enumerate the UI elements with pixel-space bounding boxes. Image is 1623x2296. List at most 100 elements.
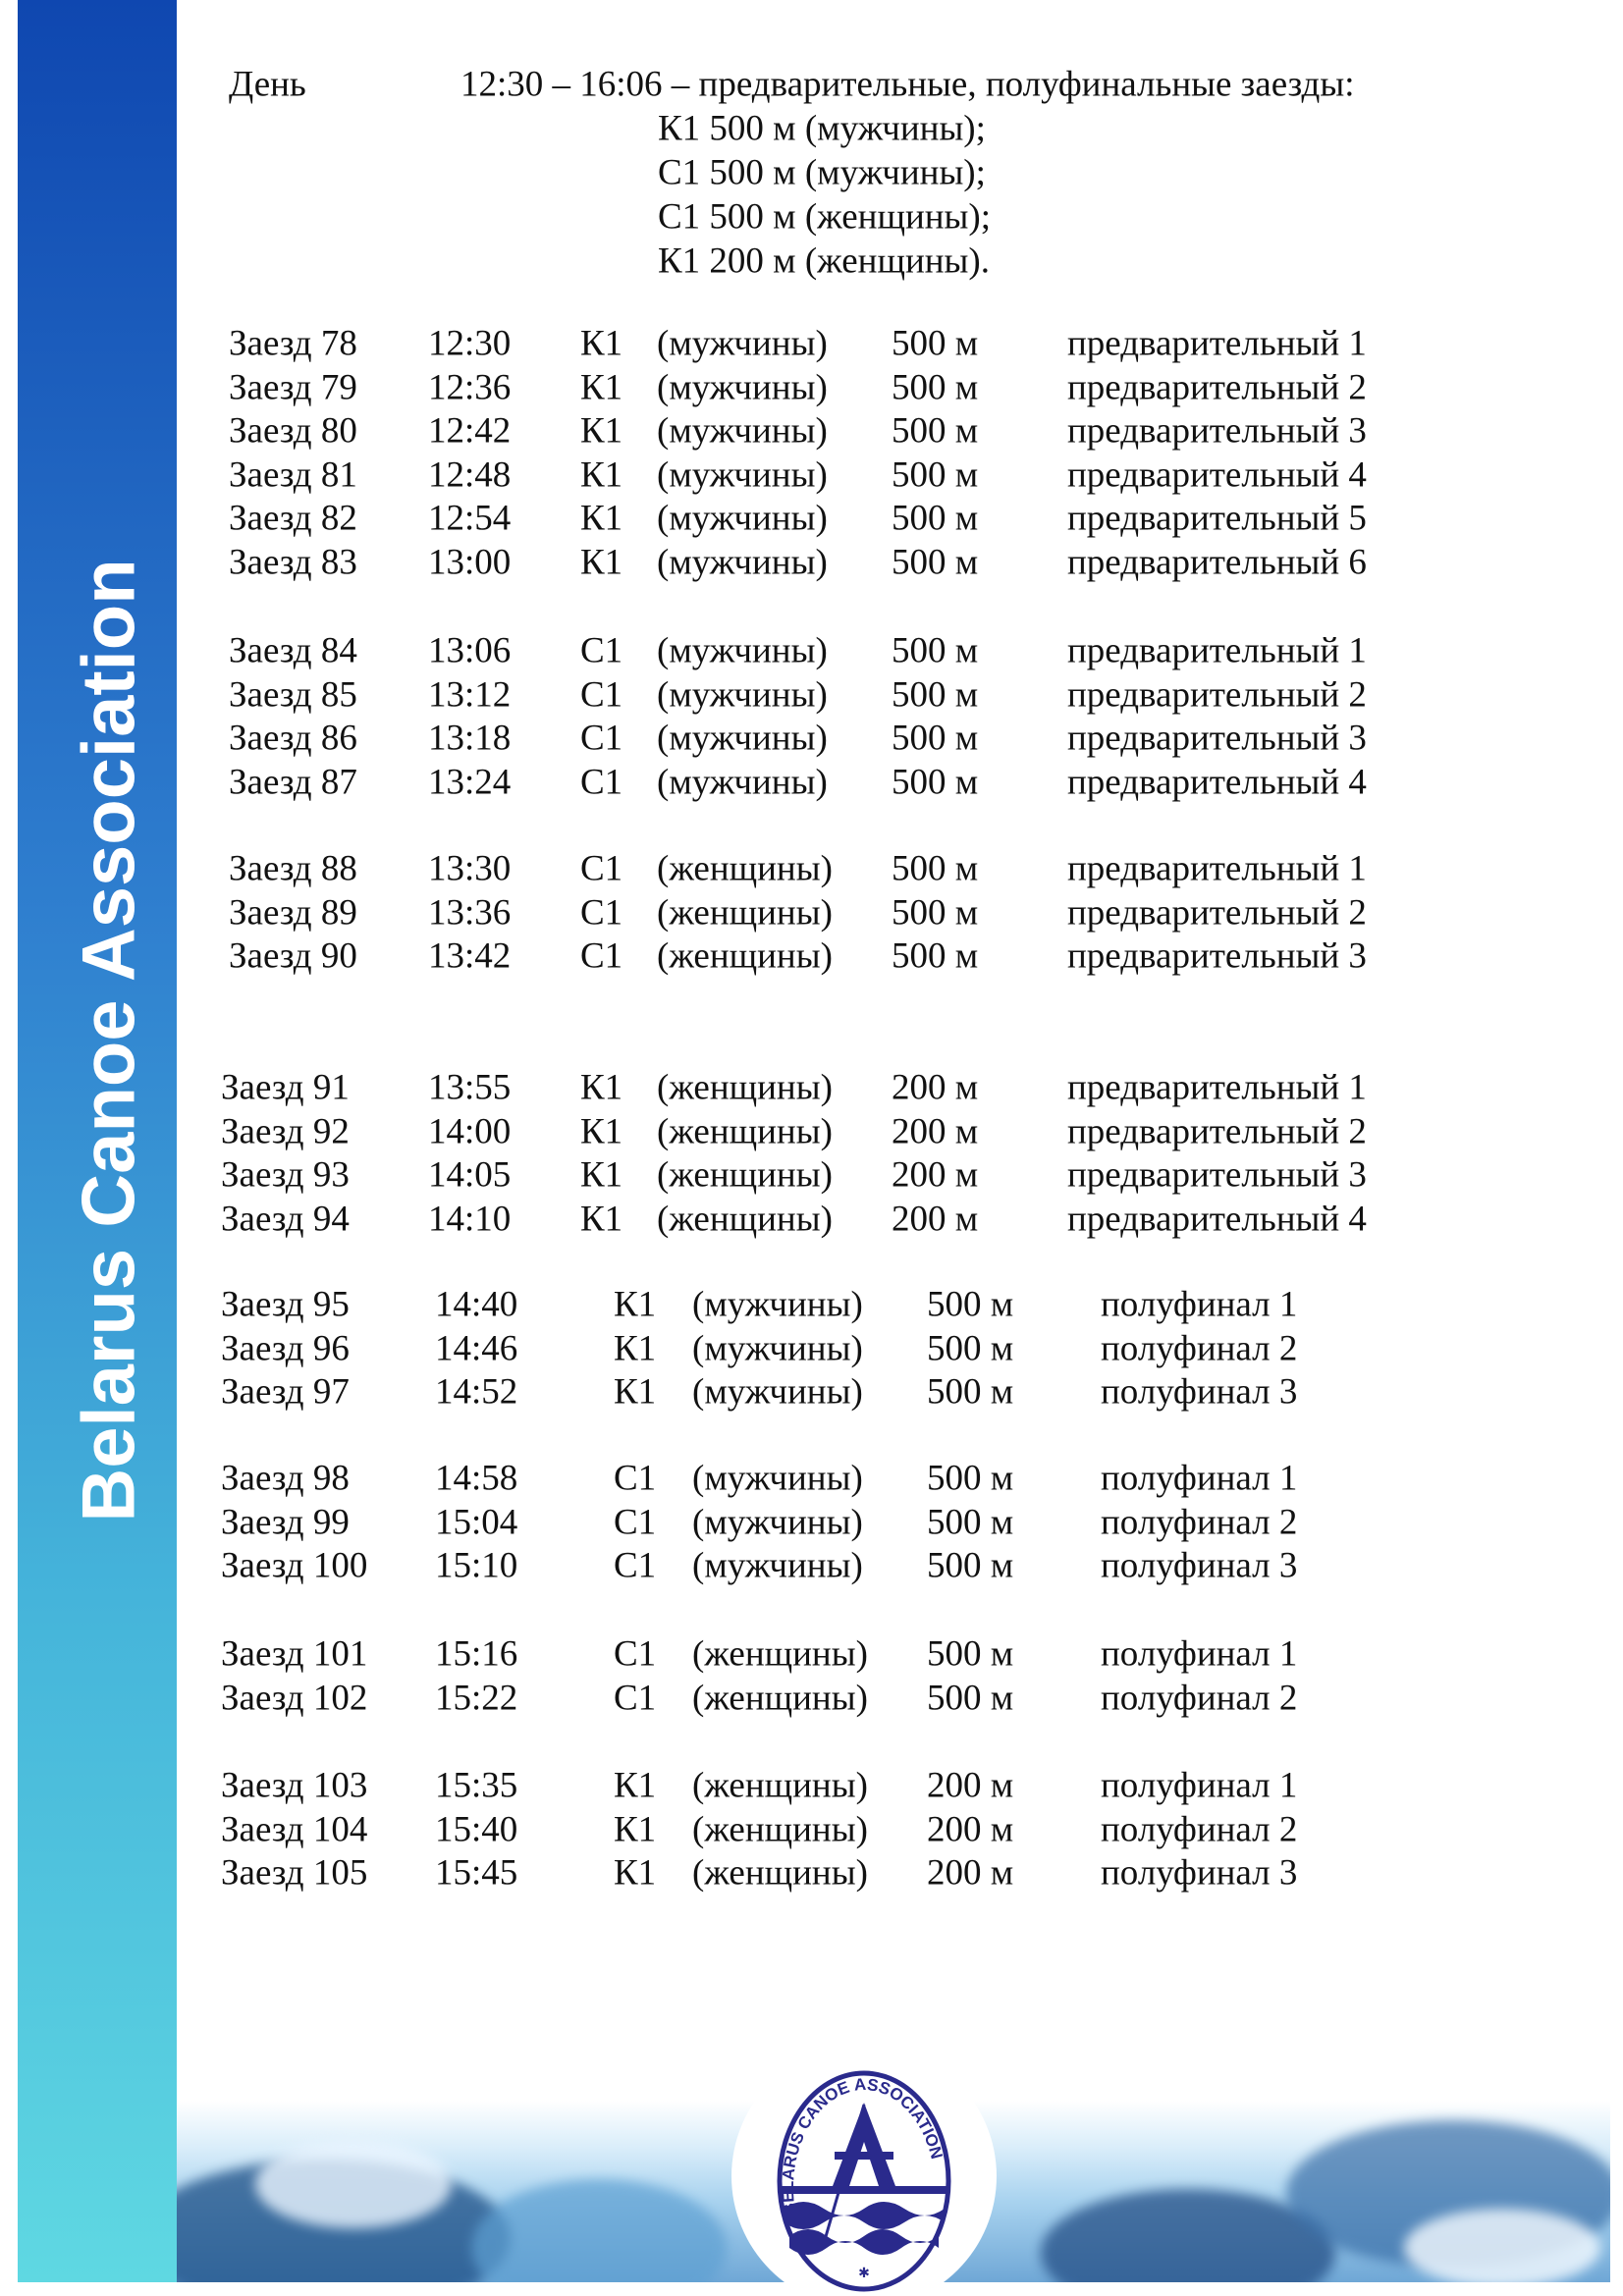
heat-gender: (мужчины) [657, 762, 828, 802]
heat-gender: (женщины) [657, 848, 833, 889]
heat-distance: 500 м [892, 762, 979, 802]
heat-gender: (женщины) [692, 1852, 868, 1894]
heat-distance: 500 м [927, 1284, 1014, 1325]
heat-distance: 500 м [927, 1633, 1014, 1675]
heat-boat: К1 [614, 1809, 657, 1849]
heat-stage: предварительный 6 [1067, 542, 1367, 582]
heat-boat: С1 [614, 1633, 657, 1675]
heat-gender: (мужчины) [657, 542, 828, 582]
heat-time: 13:36 [428, 892, 512, 933]
heat-heat: Заезд 84 [229, 630, 357, 671]
heat-distance: 200 м [892, 1154, 979, 1196]
header-event: С1 500 м (мужчины); [658, 152, 986, 193]
heat-gender: (мужчины) [657, 410, 828, 452]
heat-time: 15:16 [435, 1633, 518, 1675]
heat-heat: Заезд 89 [229, 892, 357, 933]
heat-boat: К1 [614, 1765, 657, 1806]
heat-time: 12:36 [428, 367, 512, 407]
heat-distance: 500 м [892, 718, 979, 759]
heat-boat: К1 [580, 323, 623, 364]
heat-distance: 500 м [892, 323, 979, 364]
heat-time: 13:00 [428, 542, 512, 582]
belarus-canoe-association-logo: BELARUS CANOE ASSOCIATION ✱ [731, 2044, 997, 2296]
heat-stage: предварительный 3 [1067, 410, 1367, 452]
sidebar-banner: Belarus Canoe Association [18, 0, 177, 2282]
heat-boat: К1 [580, 367, 623, 407]
heat-stage: предварительный 4 [1067, 762, 1367, 802]
heat-gender: (женщины) [692, 1633, 868, 1675]
heat-distance: 500 м [892, 935, 979, 977]
heat-gender: (мужчины) [657, 498, 828, 539]
heat-time: 14:46 [435, 1328, 518, 1368]
heat-boat: К1 [614, 1852, 657, 1894]
heat-boat: С1 [580, 674, 623, 715]
heat-stage: предварительный 1 [1067, 323, 1367, 364]
heat-boat: К1 [580, 1154, 623, 1196]
heat-distance: 200 м [927, 1809, 1014, 1849]
heat-distance: 200 м [927, 1765, 1014, 1806]
heat-gender: (мужчины) [692, 1328, 863, 1368]
heat-heat: Заезд 81 [229, 454, 357, 495]
svg-text:✱: ✱ [858, 2267, 870, 2281]
heat-heat: Заезд 96 [221, 1328, 350, 1368]
header-event: К1 500 м (мужчины); [658, 108, 986, 149]
heat-heat: Заезд 95 [221, 1284, 350, 1325]
heat-heat: Заезд 80 [229, 410, 357, 452]
heat-time: 15:35 [435, 1765, 518, 1806]
heat-time: 13:30 [428, 848, 512, 889]
heat-gender: (мужчины) [692, 1458, 863, 1499]
heat-time: 14:52 [435, 1371, 518, 1413]
heat-gender: (мужчины) [692, 1371, 863, 1413]
heat-boat: С1 [614, 1502, 657, 1542]
heat-time: 14:40 [435, 1284, 518, 1325]
heat-boat: К1 [580, 410, 623, 452]
heat-boat: С1 [580, 762, 623, 802]
heat-distance: 200 м [892, 1111, 979, 1151]
heat-distance: 500 м [927, 1458, 1014, 1499]
heat-heat: Заезд 82 [229, 498, 357, 539]
heat-gender: (женщины) [657, 935, 833, 977]
heat-stage: предварительный 2 [1067, 892, 1367, 933]
heat-distance: 500 м [892, 630, 979, 671]
heat-gender: (мужчины) [657, 718, 828, 759]
heat-stage: полуфинал 1 [1101, 1458, 1298, 1499]
heat-stage: предварительный 5 [1067, 498, 1367, 539]
heat-boat: С1 [580, 630, 623, 671]
heat-time: 12:30 [428, 323, 512, 364]
heat-gender: (мужчины) [692, 1502, 863, 1542]
heat-boat: К1 [580, 1111, 623, 1151]
heat-gender: (мужчины) [657, 454, 828, 495]
heat-boat: К1 [580, 1199, 623, 1239]
heat-gender: (женщины) [657, 1111, 833, 1151]
day-label: День [229, 64, 306, 105]
heat-time: 14:58 [435, 1458, 518, 1499]
heat-stage: предварительный 1 [1067, 1067, 1367, 1108]
heat-heat: Заезд 88 [229, 848, 357, 889]
heat-stage: предварительный 2 [1067, 1111, 1367, 1151]
heat-boat: С1 [614, 1678, 657, 1718]
heat-distance: 500 м [927, 1502, 1014, 1542]
heat-distance: 500 м [892, 410, 979, 452]
heat-heat: Заезд 98 [221, 1458, 350, 1499]
heat-time: 13:55 [428, 1067, 512, 1108]
heat-boat: К1 [580, 1067, 623, 1108]
heat-gender: (мужчины) [692, 1545, 863, 1586]
heat-distance: 500 м [927, 1545, 1014, 1586]
heat-gender: (женщины) [657, 1199, 833, 1239]
heat-distance: 200 м [892, 1067, 979, 1108]
heat-stage: предварительный 1 [1067, 848, 1367, 889]
heat-heat: Заезд 93 [221, 1154, 350, 1196]
heat-heat: Заезд 78 [229, 323, 357, 364]
heat-stage: полуфинал 1 [1101, 1633, 1298, 1675]
heat-stage: предварительный 2 [1067, 367, 1367, 407]
heat-time: 14:05 [428, 1154, 512, 1196]
heat-distance: 200 м [892, 1199, 979, 1239]
heat-boat: С1 [580, 848, 623, 889]
heat-stage: предварительный 3 [1067, 718, 1367, 759]
heat-boat: К1 [614, 1328, 657, 1368]
heat-stage: полуфинал 1 [1101, 1765, 1298, 1806]
heat-heat: Заезд 94 [221, 1199, 350, 1239]
heat-stage: полуфинал 2 [1101, 1502, 1298, 1542]
heat-distance: 200 м [927, 1852, 1014, 1894]
heat-heat: Заезд 92 [221, 1111, 350, 1151]
